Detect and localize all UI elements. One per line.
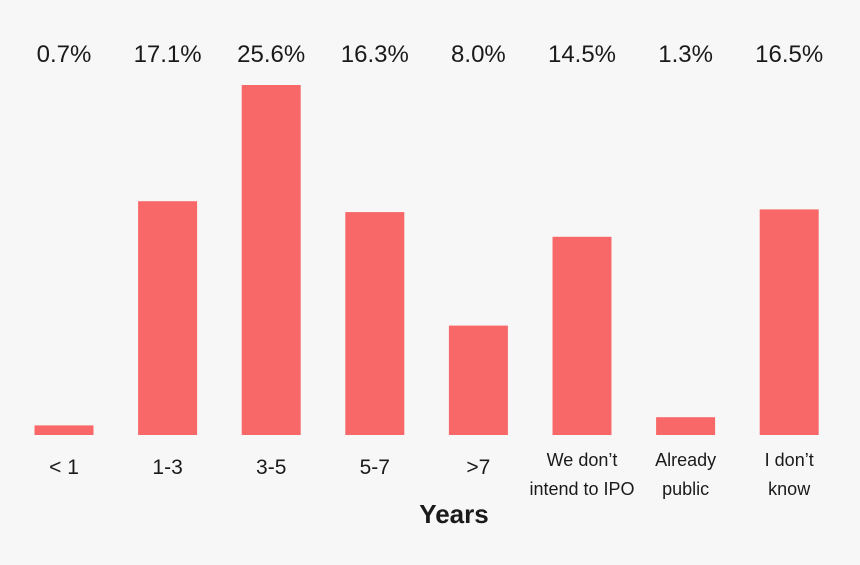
- value-label-2: 25.6%: [237, 41, 305, 68]
- value-label-6: 1.3%: [658, 41, 713, 68]
- bar-7: [759, 209, 819, 435]
- category-label-0: < 1: [49, 456, 79, 479]
- category-label-line: I don’t: [765, 450, 814, 470]
- category-label-7: I don’t know: [765, 450, 814, 499]
- value-label-0: 0.7%: [37, 41, 92, 68]
- category-label-line: know: [768, 479, 811, 499]
- bar-4: [448, 325, 508, 435]
- category-label-3: 5-7: [360, 456, 390, 479]
- category-label-2: 3-5: [256, 456, 286, 479]
- value-label-7: 16.5%: [755, 41, 823, 68]
- bar-6: [656, 417, 716, 435]
- category-label-line: intend to IPO: [529, 479, 634, 499]
- x-axis-label: Years: [419, 499, 488, 529]
- value-label-3: 16.3%: [341, 41, 409, 68]
- category-label-line: We don’t: [547, 450, 618, 470]
- category-label-line: public: [662, 479, 709, 499]
- value-label-1: 17.1%: [134, 41, 202, 68]
- bar-0: [34, 425, 94, 435]
- value-label-4: 8.0%: [451, 41, 506, 68]
- category-label-line: < 1: [49, 456, 79, 479]
- category-labels-group: < 1 1-3 3-5 5-7 >7 We don’t intend to IPO Alrea…: [49, 450, 814, 499]
- value-labels-group: 0.7% 17.1% 25.6% 16.3% 8.0% 14.5% 1.3% 16.5%: [37, 41, 824, 68]
- category-label-line: 1-3: [152, 456, 182, 479]
- category-label-line: >7: [466, 456, 490, 479]
- category-label-line: 3-5: [256, 456, 286, 479]
- bar-3: [345, 212, 405, 435]
- category-label-line: Already: [655, 450, 716, 470]
- bar-2: [241, 85, 301, 435]
- bar-5: [552, 236, 612, 435]
- category-label-4: >7: [466, 456, 490, 479]
- category-label-1: 1-3: [152, 456, 182, 479]
- bar-1: [138, 201, 198, 435]
- category-label-line: 5-7: [360, 456, 390, 479]
- category-label-6: Already public: [655, 450, 716, 499]
- value-label-5: 14.5%: [548, 41, 616, 68]
- category-label-5: We don’t intend to IPO: [529, 450, 634, 499]
- bars-group: [34, 85, 819, 435]
